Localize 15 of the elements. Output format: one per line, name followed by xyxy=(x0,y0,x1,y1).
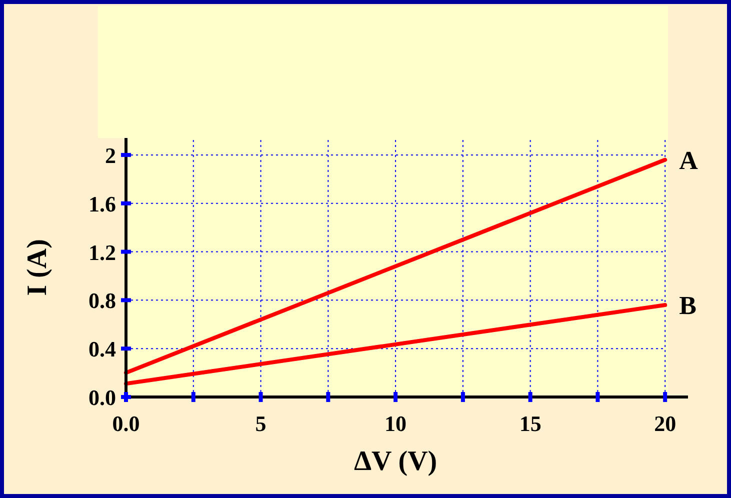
y-tick-label: 1.2 xyxy=(88,240,116,265)
x-axis-title: ΔV (V) xyxy=(354,446,438,477)
y-tick-label: 2 xyxy=(105,142,116,168)
y-tick-label: 0.0 xyxy=(88,385,116,410)
x-tick-label: 10 xyxy=(384,411,407,436)
x-tick-label: 5 xyxy=(255,411,266,436)
y-axis-title: I (A) xyxy=(22,239,53,296)
x-tick-label: 20 xyxy=(654,411,676,436)
y-tick-label: 0.8 xyxy=(88,288,116,314)
x-tick-label: 0.0 xyxy=(112,411,140,436)
series-label: B xyxy=(679,291,696,320)
series-label: A xyxy=(679,146,698,175)
x-tick-label: 15 xyxy=(519,411,542,436)
y-tick-label: 0.4 xyxy=(88,336,116,362)
y-tick-label: 1.6 xyxy=(88,191,116,216)
